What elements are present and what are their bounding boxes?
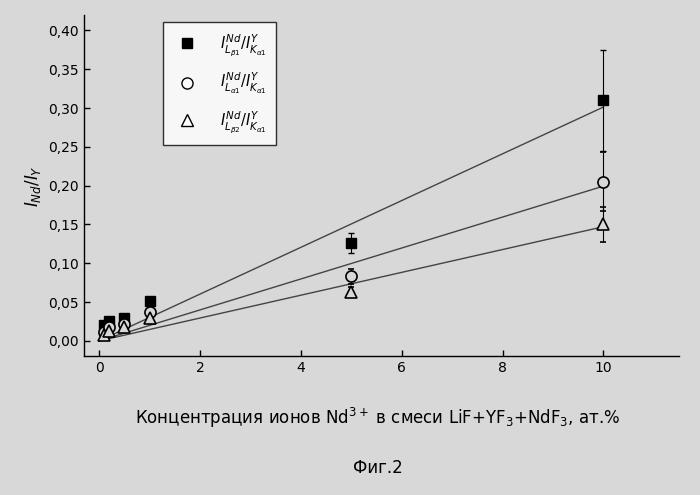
Text: Концентрация ионов Nd$^{3+}$ в смеси LiF+YF$_3$+NdF$_3$, ат.%: Концентрация ионов Nd$^{3+}$ в смеси LiF…: [135, 406, 621, 430]
Y-axis label: $I_{Nd}/I_Y$: $I_{Nd}/I_Y$: [23, 165, 43, 206]
Legend: $I^{Nd}_{L_{\beta1}}/I^{Y}_{K_{\alpha1}}$, $I^{Nd}_{L_{\alpha1}}/I^{Y}_{K_{\alph: $I^{Nd}_{L_{\beta1}}/I^{Y}_{K_{\alpha1}}…: [162, 22, 276, 145]
Text: Фиг.2: Фиг.2: [353, 459, 403, 477]
